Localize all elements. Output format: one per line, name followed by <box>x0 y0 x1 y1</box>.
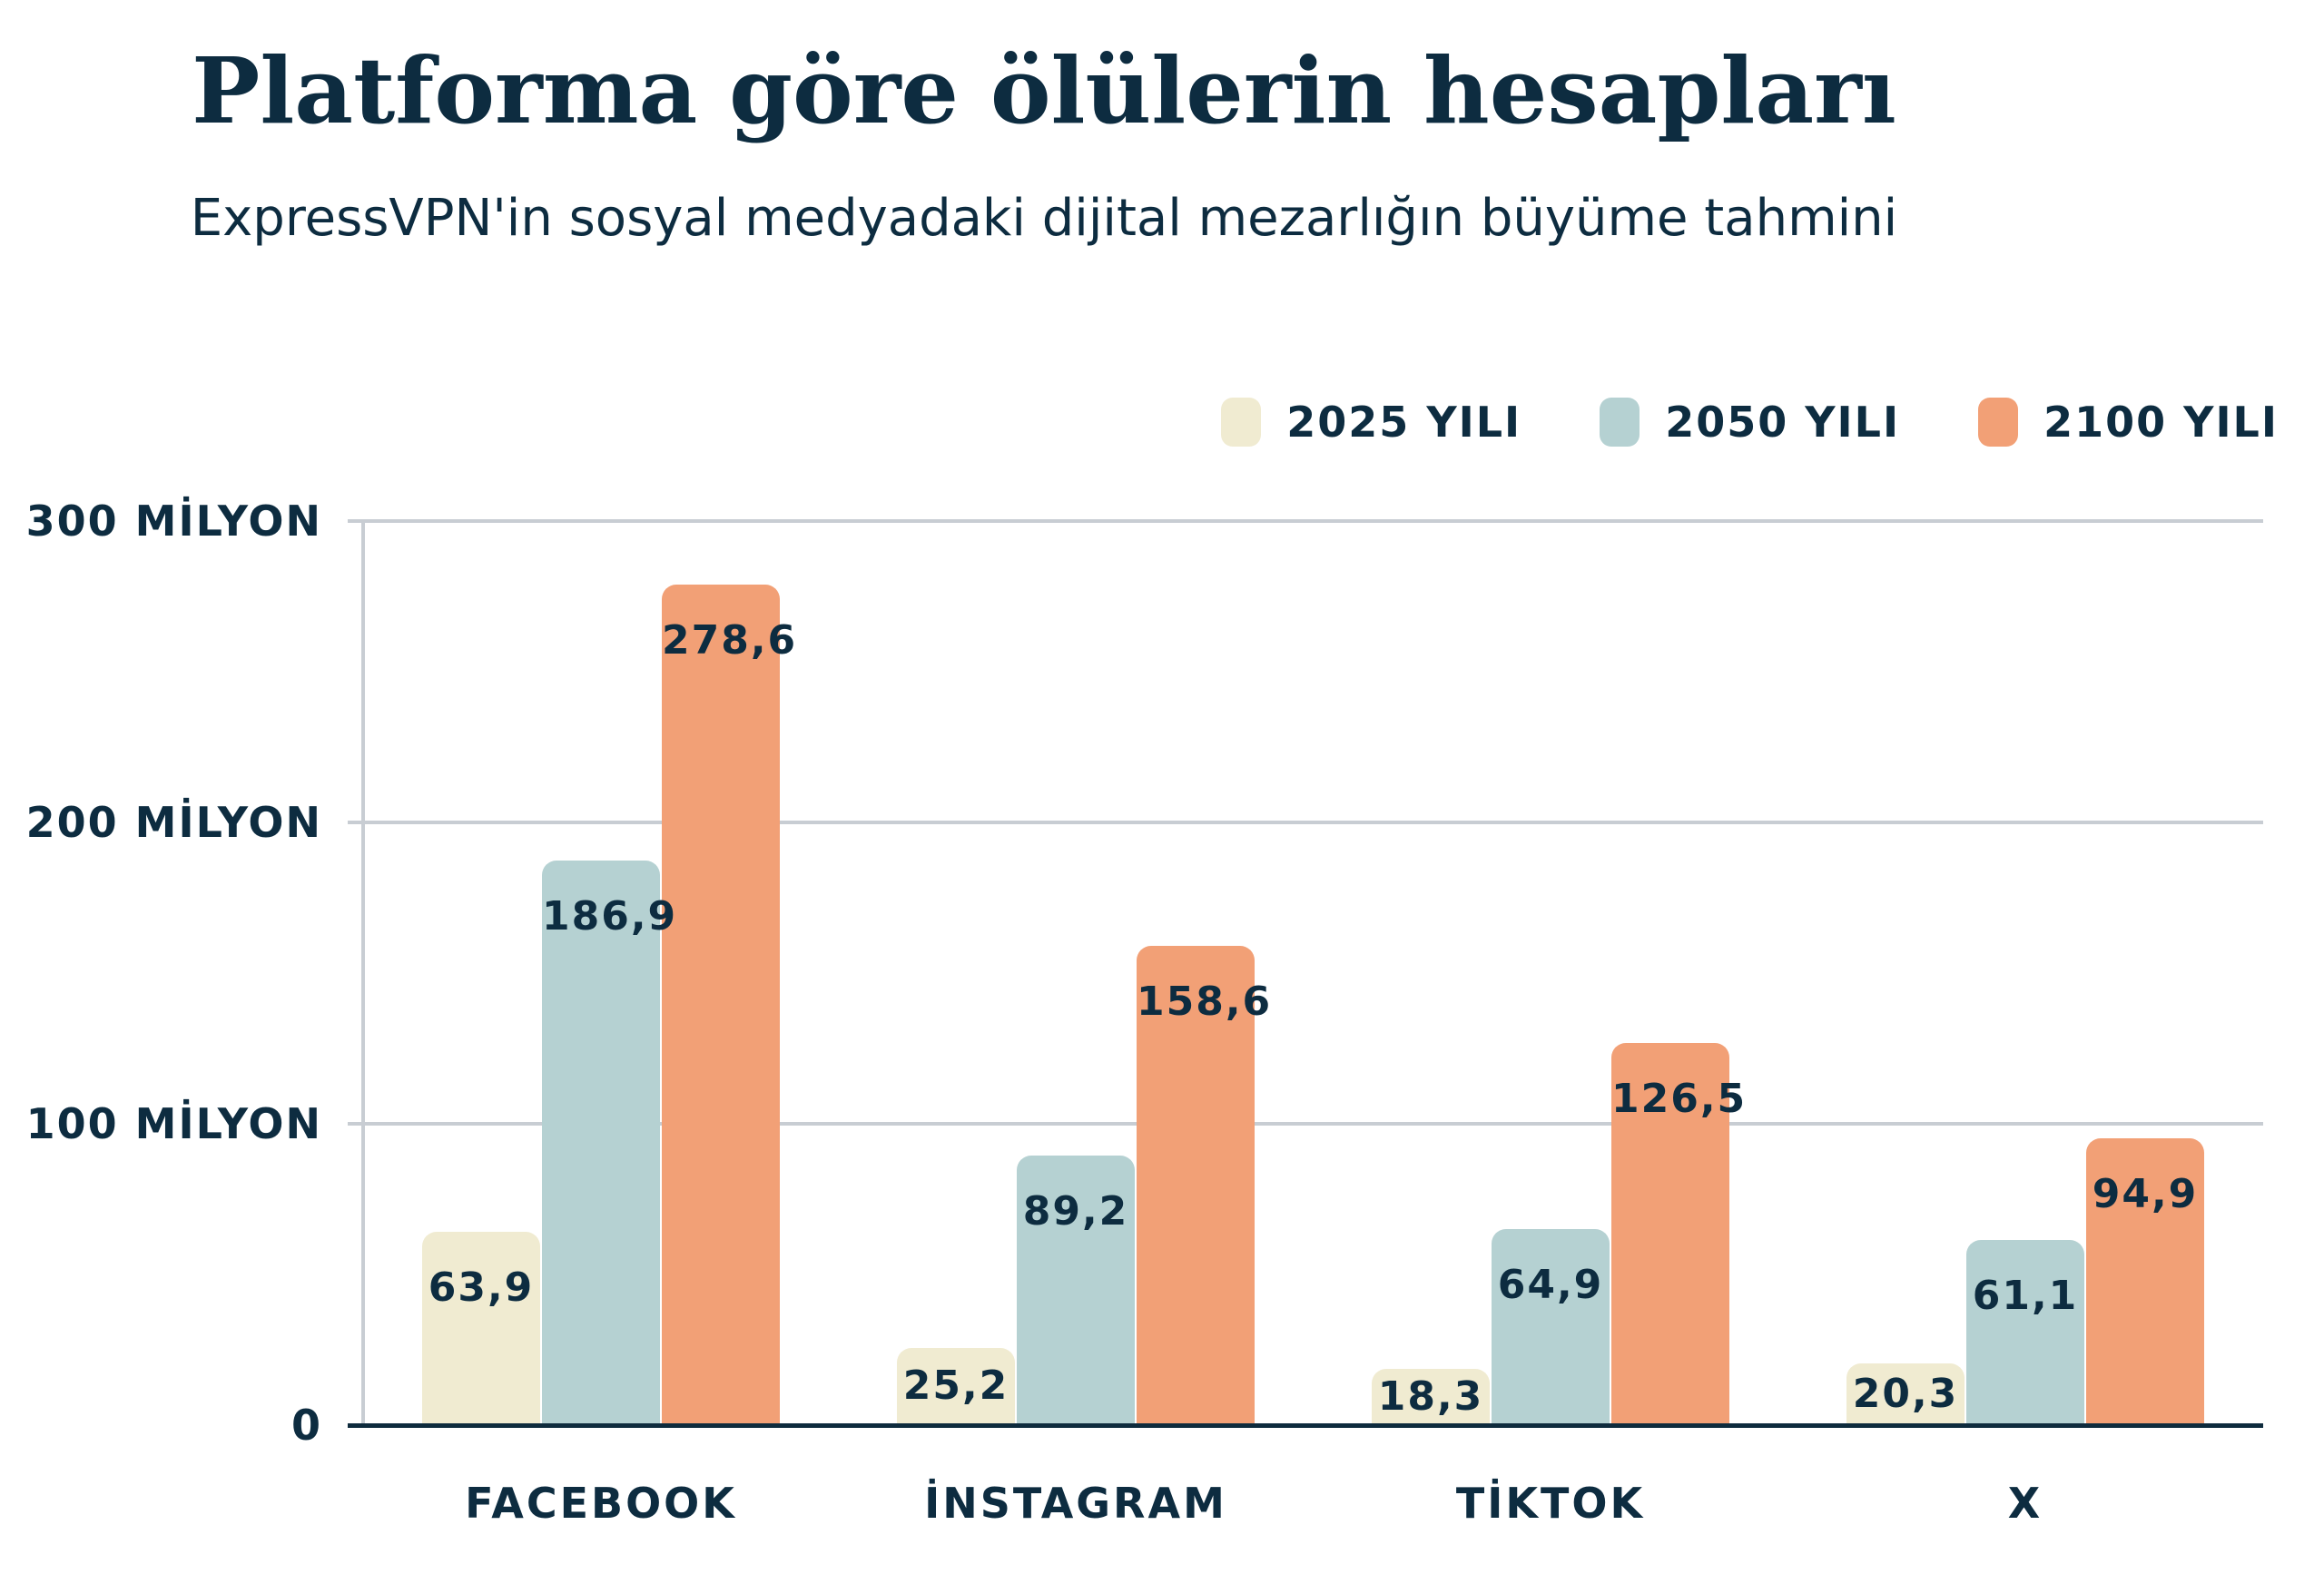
bar-y2100-instagram <box>1137 946 1255 1424</box>
value-label-y2025-tiktok: 18,3 <box>1377 1373 1484 1420</box>
legend-swatch-2050-icon <box>1600 398 1640 447</box>
bar-y2100-facebook <box>662 585 780 1424</box>
value-label-y2100-tiktok: 126,5 <box>1611 1076 1748 1122</box>
y-tick-label-0: 0 <box>290 1401 322 1450</box>
bar-y2050-x <box>1966 1240 2084 1424</box>
bar-y2050-tiktok <box>1492 1229 1610 1424</box>
bar-y2050-instagram <box>1017 1156 1135 1424</box>
chart-title: Platforma göre ölülerin hesapları <box>192 37 1896 144</box>
gridline-100 <box>348 1122 2263 1126</box>
legend-item-2050: 2050 YILI <box>1600 398 1900 447</box>
value-label-y2050-instagram: 89,2 <box>1022 1188 1129 1235</box>
value-label-y2100-x: 94,9 <box>2092 1171 2199 1217</box>
value-label-y2100-facebook: 278,6 <box>662 617 798 664</box>
category-label-tiktok: TİKTOK <box>1455 1479 1646 1528</box>
value-label-y2025-instagram: 25,2 <box>902 1363 1009 1409</box>
value-label-y2050-tiktok: 64,9 <box>1497 1262 1604 1308</box>
legend-swatch-2025-icon <box>1221 398 1262 447</box>
bar-y2025-facebook <box>422 1232 540 1424</box>
legend-swatch-2100-icon <box>1978 398 2019 447</box>
bar-y2025-x <box>1846 1363 1965 1424</box>
legend-label-2100: 2100 YILI <box>2043 398 2279 447</box>
legend-item-2025: 2025 YILI <box>1221 398 1521 447</box>
x-axis-line <box>348 1423 2263 1428</box>
bar-y2100-x <box>2086 1138 2204 1424</box>
bar-y2050-facebook <box>542 861 660 1424</box>
legend-item-2100: 2100 YILI <box>1978 398 2279 447</box>
gridline-200 <box>348 821 2263 824</box>
value-label-y2025-x: 20,3 <box>1852 1371 1959 1417</box>
chart-subtitle: ExpressVPN'in sosyal medyadaki dijital m… <box>190 189 1898 248</box>
y-axis-line <box>361 521 365 1425</box>
value-label-y2050-x: 61,1 <box>1972 1273 2079 1319</box>
y-tick-label-300: 300 MİLYON <box>25 497 322 546</box>
bar-y2025-instagram <box>897 1348 1015 1424</box>
bar-y2100-tiktok <box>1611 1043 1729 1424</box>
legend-label-2025: 2025 YILI <box>1286 398 1522 447</box>
value-label-y2100-instagram: 158,6 <box>1137 979 1273 1025</box>
category-label-instagram: İNSTAGRAM <box>924 1479 1227 1528</box>
gridline-300 <box>348 519 2263 523</box>
bar-y2025-tiktok <box>1372 1369 1490 1424</box>
legend: 2025 YILI 2050 YILI 2100 YILI <box>1221 398 2279 447</box>
category-label-x: X <box>2007 1479 2043 1528</box>
y-tick-label-200: 200 MİLYON <box>25 798 322 847</box>
y-tick-label-100: 100 MİLYON <box>25 1099 322 1148</box>
legend-label-2050: 2050 YILI <box>1665 398 1901 447</box>
value-label-y2050-facebook: 186,9 <box>542 893 678 940</box>
category-label-facebook: FACEBOOK <box>465 1479 737 1528</box>
value-label-y2025-facebook: 63,9 <box>428 1264 535 1311</box>
